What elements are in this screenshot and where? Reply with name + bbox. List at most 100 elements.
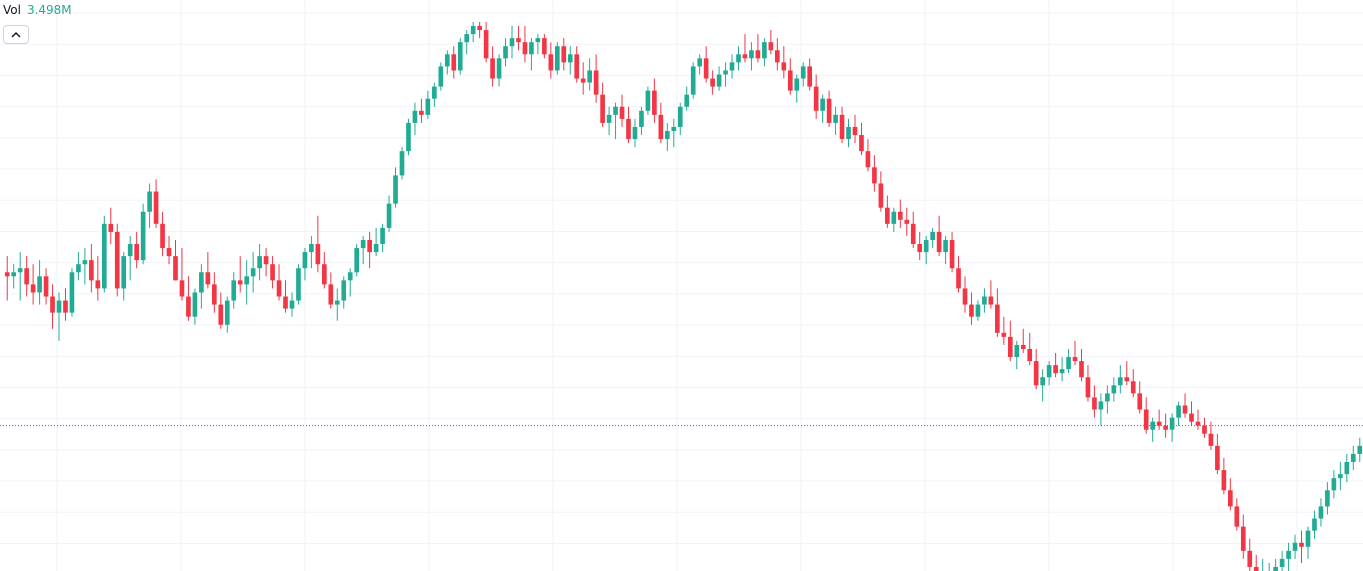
candle: [373, 227, 379, 257]
candle: [930, 227, 935, 249]
candle: [490, 46, 495, 87]
candle-body-down: [114, 231, 120, 289]
candle: [910, 211, 916, 249]
candle-body-down: [775, 50, 780, 63]
candle: [250, 252, 256, 293]
candle-body-up: [723, 70, 728, 75]
candle-body-up: [11, 272, 17, 277]
candle-body-down: [283, 296, 288, 309]
candle-body-down: [904, 219, 910, 224]
candle-body-up: [380, 227, 385, 245]
candle-body-down: [988, 296, 994, 305]
candle-body-down: [859, 135, 864, 152]
candle-body-down: [270, 264, 275, 281]
candle-body-down: [574, 54, 580, 79]
candle-body-down: [218, 304, 224, 325]
candle-body-up: [606, 114, 612, 123]
candle-body-up: [1046, 365, 1052, 378]
candle-body-up: [1331, 478, 1337, 491]
candle: [826, 90, 832, 127]
candle: [380, 223, 385, 253]
candle: [1273, 558, 1278, 571]
candle-body-down: [652, 90, 657, 115]
candle: [703, 46, 709, 83]
candle-body-up: [1111, 385, 1117, 394]
candle-body-down: [1299, 542, 1304, 547]
candle-body-down: [1130, 381, 1136, 394]
candle-body-down: [1202, 425, 1207, 434]
candle-body-down: [1234, 506, 1240, 527]
candle: [438, 62, 444, 91]
candle: [1292, 534, 1298, 559]
candle-body-up: [1292, 542, 1298, 551]
candle-body-down: [548, 54, 554, 71]
candle: [302, 248, 308, 281]
candle-body-up: [347, 272, 353, 281]
candle: [50, 284, 55, 329]
candle: [347, 268, 353, 297]
candle: [1027, 332, 1033, 366]
candle: [1279, 550, 1285, 571]
candle: [63, 288, 68, 321]
candle: [289, 292, 295, 317]
candle: [1137, 381, 1143, 414]
candle-body-up: [1169, 417, 1175, 430]
candle-body-down: [1072, 357, 1078, 362]
candle: [1253, 554, 1259, 571]
candle-body-down: [813, 86, 819, 111]
candle-body-up: [677, 106, 683, 127]
candle: [309, 235, 314, 269]
candle-body-down: [1240, 526, 1246, 551]
candle: [652, 78, 657, 123]
candle-body-down: [1033, 361, 1039, 386]
candle-body-up: [1059, 369, 1065, 374]
candle: [425, 90, 431, 119]
candle: [4, 256, 10, 301]
candle-body-down: [949, 239, 955, 269]
candle: [1202, 417, 1207, 438]
candle-body-down: [477, 26, 482, 31]
candle: [516, 26, 521, 51]
candle-body-up: [697, 58, 703, 67]
candle: [891, 207, 897, 232]
candle-body-up: [296, 268, 301, 301]
candle-body-up: [199, 272, 204, 293]
candle: [639, 106, 644, 136]
candle: [199, 264, 204, 309]
candle: [1143, 397, 1149, 434]
candle: [483, 22, 489, 63]
candle-body-up: [457, 42, 463, 71]
candle-body-up: [56, 300, 62, 313]
candle: [626, 106, 631, 144]
candle: [296, 264, 301, 305]
candle-body-up: [613, 106, 618, 115]
candle: [1338, 462, 1343, 491]
candle-body-up: [736, 54, 741, 63]
candle-body-up: [1279, 558, 1285, 567]
collapse-button[interactable]: [3, 25, 29, 44]
candle-body-up: [535, 38, 541, 43]
candle-body-down: [95, 280, 101, 289]
candle-body-down: [367, 239, 372, 253]
candle-body-up: [690, 66, 696, 95]
candle: [923, 235, 929, 265]
candle-body-down: [153, 191, 159, 224]
candle: [613, 102, 618, 140]
candle: [179, 248, 185, 301]
candle: [263, 248, 269, 277]
candle: [444, 50, 450, 75]
candle: [127, 235, 133, 281]
candle: [503, 38, 508, 67]
candle-body-down: [166, 248, 172, 257]
candle-body-up: [432, 86, 437, 99]
candle-body-down: [1085, 377, 1091, 398]
candle: [276, 264, 282, 301]
candle-body-down: [600, 94, 605, 123]
candle: [1228, 478, 1233, 511]
candle: [192, 288, 198, 325]
candle-body-up: [1117, 377, 1123, 386]
candle: [716, 66, 722, 91]
candle: [917, 231, 923, 261]
